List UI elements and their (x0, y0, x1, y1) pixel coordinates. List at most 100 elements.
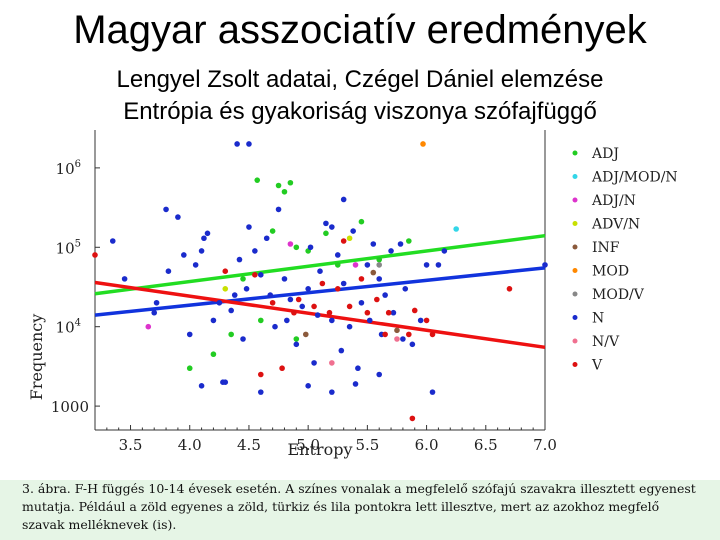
data-point (257, 371, 264, 378)
legend-swatch (572, 174, 578, 179)
x-tick-label: 4.5 (237, 436, 261, 454)
data-point (411, 307, 418, 314)
data-point (376, 276, 383, 282)
data-point (252, 248, 258, 254)
data-point (257, 272, 264, 278)
x-tick-label: 5.0 (296, 436, 320, 454)
legend-swatch (572, 268, 578, 273)
data-point (346, 323, 353, 330)
data-point (275, 182, 282, 189)
legend-label: ADJ/N (591, 193, 636, 209)
data-point (334, 286, 341, 292)
data-point (350, 228, 356, 234)
x-axis-ticks: 3.5 4.0 4.5 5.0 5.5 6.0 6.5 7.0 (106, 425, 557, 454)
data-point (228, 331, 234, 338)
data-point (402, 286, 409, 292)
data-point (279, 365, 285, 372)
data-point (216, 299, 223, 306)
legend-swatch (572, 197, 578, 203)
legend-label: ADJ/MOD/N (591, 170, 678, 186)
data-point (228, 307, 234, 314)
data-point (234, 141, 240, 147)
data-point (358, 218, 365, 225)
data-point (281, 276, 288, 282)
data-point (295, 296, 302, 303)
data-point (326, 309, 333, 316)
data-point (151, 309, 158, 316)
data-point (305, 383, 311, 389)
legend-label: MOD/V (592, 287, 645, 303)
data-points (92, 141, 548, 422)
data-point (441, 248, 448, 254)
legend-label: N (592, 311, 604, 327)
figure-caption: 3. ábra. F-H függés 10-14 évesek esetén.… (22, 481, 696, 532)
data-point (311, 303, 317, 310)
data-point (153, 299, 160, 306)
data-point (305, 286, 311, 292)
y-axis-label: Frequency (27, 314, 46, 401)
data-point (263, 235, 270, 242)
y-tick-label: 104 (56, 318, 81, 337)
x-tick-label: 7.0 (533, 436, 557, 454)
data-point (319, 280, 326, 287)
data-point (311, 360, 317, 366)
fit-line-0 (94, 233, 546, 296)
data-point (542, 262, 548, 268)
data-point (390, 309, 397, 316)
data-point (397, 241, 404, 247)
data-point (423, 262, 430, 268)
data-point (121, 276, 128, 282)
legend-label: INF (592, 240, 620, 256)
data-point (409, 341, 416, 348)
legend-label: ADJ (591, 146, 619, 162)
legend-swatch (572, 291, 578, 297)
data-point (287, 179, 294, 186)
data-point (358, 276, 365, 282)
data-point (257, 317, 264, 324)
data-point (92, 252, 98, 258)
data-point (198, 383, 205, 389)
data-point (299, 303, 306, 310)
data-point (240, 276, 246, 282)
legend-label: V (591, 358, 603, 374)
data-point (257, 389, 264, 395)
data-point (243, 286, 250, 292)
legend-swatch (572, 338, 578, 344)
data-point (293, 336, 300, 342)
data-point (453, 226, 459, 232)
data-point (394, 327, 400, 334)
data-point (254, 177, 261, 183)
data-point (252, 272, 258, 278)
data-point (302, 331, 309, 338)
data-point (210, 351, 217, 358)
data-point (186, 365, 193, 372)
data-point (406, 238, 412, 244)
data-point (281, 188, 288, 195)
y-axis-ticks: 106 105 104 1000 (51, 159, 100, 416)
data-point (231, 292, 238, 298)
y-tick-label: 105 (56, 238, 81, 257)
legend-label: ADV/N (591, 217, 640, 233)
legend-swatch (572, 150, 578, 156)
data-point (329, 317, 335, 324)
data-point (370, 241, 377, 247)
legend-swatch (572, 244, 578, 250)
y-tick-label: 1000 (51, 398, 89, 416)
data-point (382, 292, 388, 298)
data-point (355, 365, 361, 372)
y-tick-label: 106 (56, 159, 81, 178)
data-point (376, 262, 383, 268)
data-point (346, 235, 353, 242)
chart-legend: ADJ ADJ/MOD/N ADJ/N ADV/N INF MOD MOD/V N N/V V (572, 146, 678, 374)
legend-swatch (572, 221, 578, 226)
data-point (352, 262, 359, 268)
legend-swatch (572, 315, 578, 320)
data-point (394, 336, 400, 342)
data-point (409, 415, 416, 422)
data-point (388, 248, 394, 254)
data-point (376, 256, 383, 263)
fit-line-1 (94, 266, 546, 317)
data-point (272, 323, 278, 330)
data-point (269, 228, 276, 234)
data-point (198, 248, 205, 254)
